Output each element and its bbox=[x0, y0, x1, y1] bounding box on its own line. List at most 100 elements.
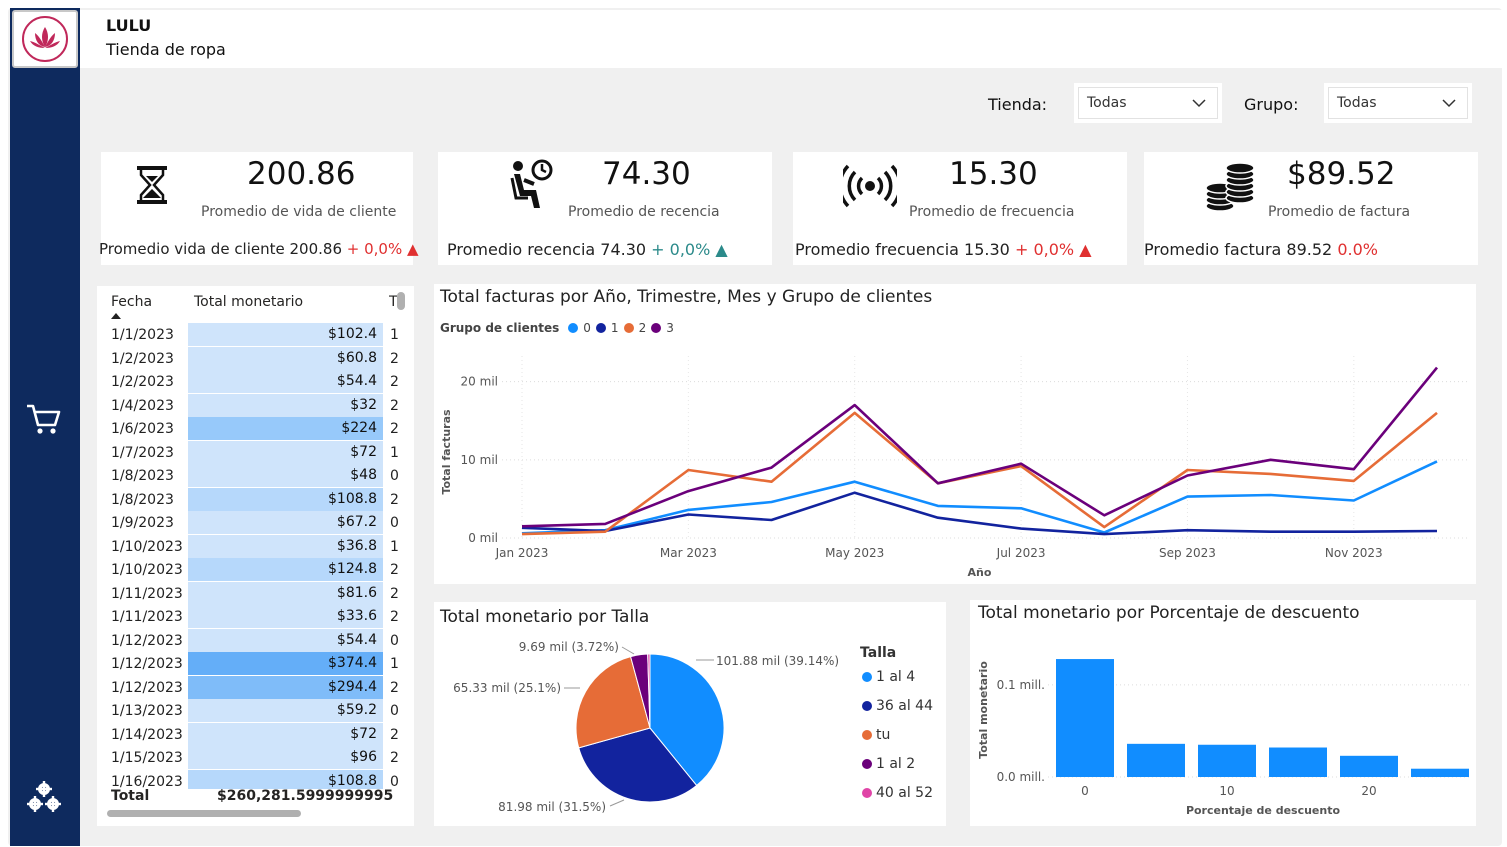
cell-fecha: 1/12/2023 bbox=[111, 656, 183, 672]
y-tick-label: 0.0 mill. bbox=[997, 770, 1045, 784]
gears-icon[interactable] bbox=[26, 780, 62, 814]
table-row[interactable]: 1/11/2023 $33.6 2 bbox=[97, 605, 414, 628]
tienda-dropdown-value: Todas bbox=[1087, 95, 1127, 111]
table-row[interactable]: 1/4/2023 $32 2 bbox=[97, 393, 414, 417]
table-row[interactable]: 1/2/2023 $54.4 2 bbox=[97, 370, 414, 393]
bar[interactable] bbox=[1411, 768, 1469, 777]
bar[interactable] bbox=[1340, 755, 1398, 777]
legend-item[interactable]: 3 bbox=[666, 321, 674, 335]
hourglass-icon bbox=[137, 166, 167, 204]
column-header-fecha[interactable]: Fecha bbox=[111, 294, 153, 310]
cell-t: 2 bbox=[390, 750, 399, 766]
bar[interactable] bbox=[1198, 744, 1256, 777]
cell-fecha: 1/13/2023 bbox=[111, 703, 183, 719]
app-title: LULU bbox=[106, 16, 152, 35]
cell-t: 0 bbox=[390, 773, 399, 790]
x-tick-label: Jul 2023 bbox=[996, 546, 1046, 560]
cell-fecha: 1/15/2023 bbox=[111, 750, 183, 766]
kpi-label: Promedio de vida de cliente bbox=[201, 204, 397, 220]
x-tick-label: 10 bbox=[1219, 784, 1234, 798]
cell-fecha: 1/11/2023 bbox=[111, 585, 183, 602]
cell-fecha: 1/1/2023 bbox=[111, 327, 174, 343]
cell-total-monetario: $374.4 bbox=[188, 652, 383, 675]
kpi-card-recencia: 74.30 Promedio de recencia Promedio rece… bbox=[438, 152, 772, 265]
table-row[interactable]: 1/8/2023 $48 0 bbox=[97, 464, 414, 487]
table-row[interactable]: 1/12/2023 $294.4 2 bbox=[97, 675, 414, 699]
kpi-value: $89.52 bbox=[1287, 156, 1396, 192]
cell-t: 0 bbox=[390, 468, 399, 484]
pie-slice[interactable] bbox=[647, 653, 651, 729]
pie-legend-item[interactable]: 36 al 44 bbox=[862, 691, 933, 720]
legend-label: 36 al 44 bbox=[876, 697, 933, 714]
pie-legend-item[interactable]: tu bbox=[862, 720, 933, 749]
cell-total-monetario: $102.4 bbox=[188, 323, 383, 346]
shopping-cart-icon[interactable] bbox=[25, 400, 63, 438]
table-row[interactable]: 1/13/2023 $59.2 0 bbox=[97, 699, 414, 722]
table-row[interactable]: 1/9/2023 $67.2 0 bbox=[97, 511, 414, 534]
table-row[interactable]: 1/15/2023 $96 2 bbox=[97, 746, 414, 769]
column-header-total[interactable]: Total monetario bbox=[194, 294, 304, 310]
pie-slice[interactable] bbox=[575, 655, 651, 749]
x-tick-label: Mar 2023 bbox=[660, 546, 717, 560]
grupo-dropdown[interactable]: Todas bbox=[1328, 87, 1468, 119]
cell-fecha: 1/2/2023 bbox=[111, 350, 174, 367]
table-row[interactable]: 1/8/2023 $108.8 2 bbox=[97, 487, 414, 511]
table-row[interactable]: 1/16/2023 $108.8 0 bbox=[97, 769, 414, 790]
cell-total-monetario: $81.6 bbox=[188, 581, 383, 605]
vertical-scrollbar[interactable] bbox=[397, 292, 405, 310]
cell-total-monetario: $72 bbox=[188, 722, 383, 746]
cell-total-monetario: $294.4 bbox=[188, 675, 383, 699]
y-tick-label: 20 mil bbox=[461, 375, 498, 389]
cell-t: 1 bbox=[390, 538, 399, 555]
y-tick-label: 10 mil bbox=[461, 453, 498, 467]
legend-item[interactable]: 0 bbox=[583, 321, 591, 335]
table-row[interactable]: 1/1/2023 $102.4 1 bbox=[97, 323, 414, 346]
tienda-label: Tienda: bbox=[988, 95, 1048, 114]
table-row[interactable]: 1/7/2023 $72 1 bbox=[97, 440, 414, 464]
line-chart-legend: Grupo de clientes 0 1 2 3 bbox=[440, 321, 674, 335]
pie-legend-item[interactable]: 1 al 2 bbox=[862, 749, 933, 778]
tienda-dropdown[interactable]: Todas bbox=[1078, 87, 1218, 119]
pie-legend-item[interactable]: 40 al 52 bbox=[862, 778, 933, 807]
kpi-subtext: Promedio vida de cliente 200.86 + 0,0% ▲ bbox=[99, 240, 419, 258]
pie-slice[interactable] bbox=[649, 653, 725, 787]
table-row[interactable]: 1/12/2023 $374.4 1 bbox=[97, 652, 414, 675]
pie-legend-item[interactable]: 1 al 4 bbox=[862, 662, 933, 691]
horizontal-scrollbar[interactable] bbox=[107, 810, 301, 817]
bar[interactable] bbox=[1269, 747, 1327, 777]
cell-total-monetario: $54.4 bbox=[188, 628, 383, 652]
legend-label: 40 al 52 bbox=[876, 784, 933, 801]
table-row[interactable]: 1/12/2023 $54.4 0 bbox=[97, 628, 414, 652]
cell-t: 2 bbox=[390, 397, 399, 414]
table-row[interactable]: 1/14/2023 $72 2 bbox=[97, 722, 414, 746]
x-axis-label: Año bbox=[968, 566, 992, 579]
sidebar bbox=[10, 8, 80, 846]
table-row[interactable]: 1/10/2023 $124.8 2 bbox=[97, 558, 414, 581]
table-row[interactable]: 1/6/2023 $224 2 bbox=[97, 417, 414, 440]
pie-slice[interactable] bbox=[578, 727, 698, 803]
cell-t: 2 bbox=[390, 562, 399, 578]
cell-t: 2 bbox=[390, 374, 399, 390]
legend-item[interactable]: 2 bbox=[638, 321, 647, 335]
bar[interactable] bbox=[1056, 659, 1114, 777]
cell-fecha: 1/8/2023 bbox=[111, 491, 174, 508]
cell-fecha: 1/12/2023 bbox=[111, 679, 183, 696]
cell-fecha: 1/12/2023 bbox=[111, 632, 183, 649]
line-chart-title: Total facturas por Año, Trimestre, Mes y… bbox=[440, 287, 933, 307]
chevron-down-icon bbox=[1442, 99, 1456, 108]
bar-chart-title: Total monetario por Porcentaje de descue… bbox=[978, 603, 1360, 623]
line-chart-card: Total facturas por Año, Trimestre, Mes y… bbox=[434, 284, 1476, 584]
table-row[interactable]: 1/11/2023 $81.6 2 bbox=[97, 581, 414, 605]
legend-dot bbox=[862, 671, 872, 682]
column-header-t[interactable]: T bbox=[389, 294, 397, 310]
legend-item[interactable]: 1 bbox=[610, 321, 619, 335]
table-row[interactable]: 1/10/2023 $36.8 1 bbox=[97, 534, 414, 558]
table-row[interactable]: 1/2/2023 $60.8 2 bbox=[97, 346, 414, 370]
grupo-dropdown-value: Todas bbox=[1337, 95, 1377, 111]
kpi-delta: 0.0% bbox=[1337, 240, 1378, 259]
y-axis-label: Total facturas bbox=[440, 409, 453, 495]
cell-total-monetario: $60.8 bbox=[188, 346, 383, 370]
pie-legend-title: Talla bbox=[860, 645, 897, 661]
legend-dot bbox=[623, 323, 634, 333]
bar[interactable] bbox=[1127, 743, 1185, 777]
